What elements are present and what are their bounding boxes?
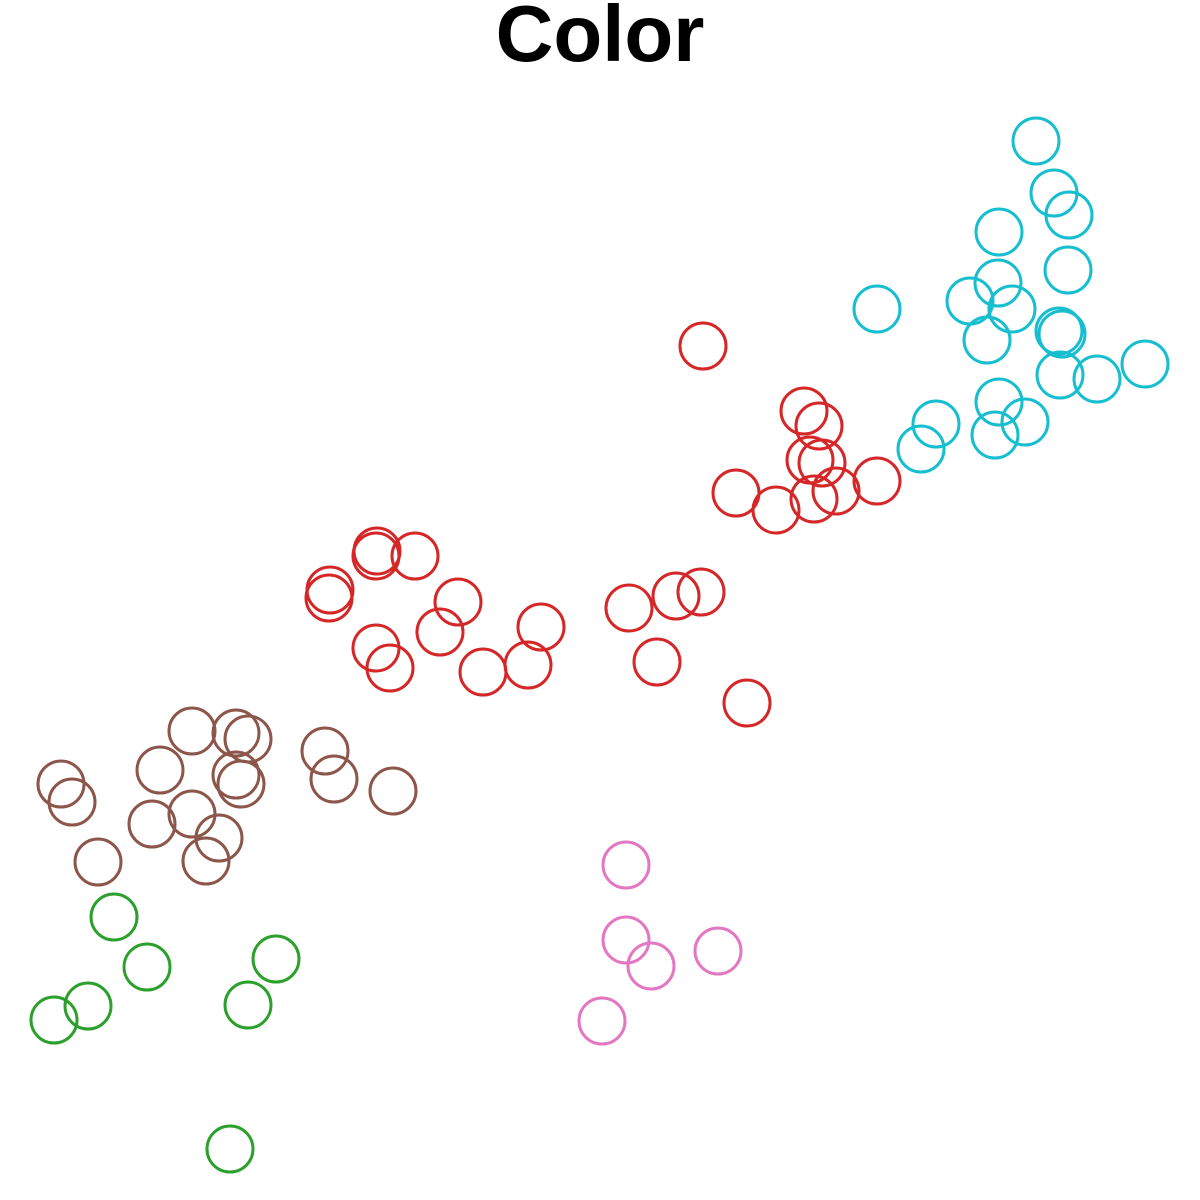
data-point	[458, 647, 508, 697]
data-point	[797, 438, 847, 488]
data-point	[811, 466, 861, 516]
chart-title: Color	[495, 0, 705, 78]
data-point	[29, 995, 79, 1045]
data-point	[194, 813, 244, 863]
data-point	[651, 571, 701, 621]
data-point	[216, 759, 266, 809]
data-point	[577, 996, 627, 1046]
data-point	[678, 321, 728, 371]
data-point	[601, 840, 651, 890]
series-3	[29, 892, 301, 1174]
data-point	[127, 799, 177, 849]
data-point	[135, 745, 185, 795]
data-point	[1120, 339, 1170, 389]
data-point	[751, 485, 801, 535]
data-point	[1043, 245, 1093, 295]
data-point	[122, 942, 172, 992]
data-point	[962, 315, 1012, 365]
data-point	[223, 980, 273, 1030]
data-point	[47, 777, 97, 827]
data-point	[368, 766, 418, 816]
data-point	[309, 754, 359, 804]
data-point	[722, 678, 772, 728]
data-point	[167, 706, 217, 756]
data-point	[974, 207, 1024, 257]
data-point	[36, 759, 86, 809]
series-4	[577, 840, 743, 1046]
data-point	[181, 836, 231, 886]
data-point	[205, 1124, 255, 1174]
data-point	[211, 708, 261, 758]
data-point	[601, 915, 651, 965]
data-point	[1037, 309, 1087, 359]
data-point	[89, 892, 139, 942]
data-point	[433, 577, 483, 627]
series-2	[36, 706, 418, 887]
data-point	[304, 573, 354, 623]
data-point	[632, 637, 682, 687]
data-point	[676, 567, 726, 617]
data-point	[390, 531, 440, 581]
data-point	[693, 926, 743, 976]
data-point	[1000, 397, 1050, 447]
data-point	[987, 284, 1037, 334]
series-0	[852, 116, 1170, 474]
data-point	[503, 640, 553, 690]
data-point	[794, 401, 844, 451]
data-point	[251, 934, 301, 984]
data-point	[211, 750, 261, 800]
data-point	[779, 386, 829, 436]
data-point	[896, 424, 946, 474]
data-point	[911, 399, 961, 449]
data-point	[516, 602, 566, 652]
series-1	[304, 321, 902, 728]
data-point	[974, 377, 1024, 427]
data-point	[365, 643, 415, 693]
data-point	[1011, 116, 1061, 166]
data-point	[415, 607, 465, 657]
data-point	[852, 284, 902, 334]
data-point	[1072, 354, 1122, 404]
data-point	[73, 837, 123, 887]
data-point	[1034, 306, 1084, 356]
data-point	[852, 456, 902, 506]
data-point	[789, 474, 839, 524]
data-point	[970, 410, 1020, 460]
data-point	[167, 789, 217, 839]
data-point	[1035, 350, 1085, 400]
data-point	[1044, 190, 1094, 240]
data-point	[604, 583, 654, 633]
data-point	[63, 981, 113, 1031]
data-point	[626, 941, 676, 991]
data-point	[351, 531, 401, 581]
data-point	[300, 726, 350, 776]
data-point	[973, 258, 1023, 308]
